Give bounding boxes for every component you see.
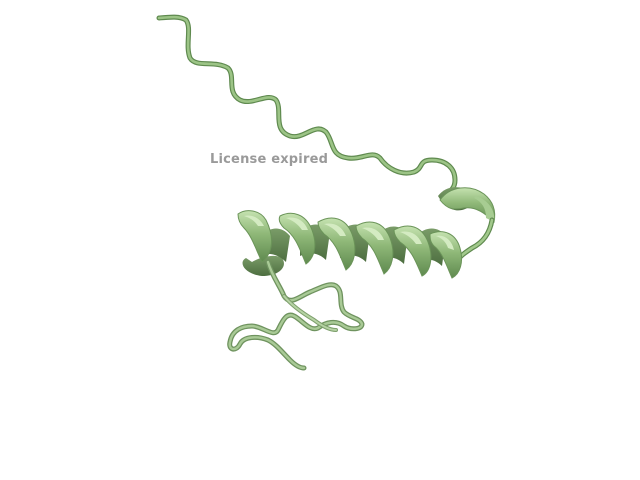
c-terminal-coil xyxy=(227,259,365,371)
license-watermark: License expired xyxy=(210,152,329,167)
n-terminal-coil xyxy=(156,14,458,198)
main-helix xyxy=(237,210,463,279)
short-helix xyxy=(438,187,496,224)
